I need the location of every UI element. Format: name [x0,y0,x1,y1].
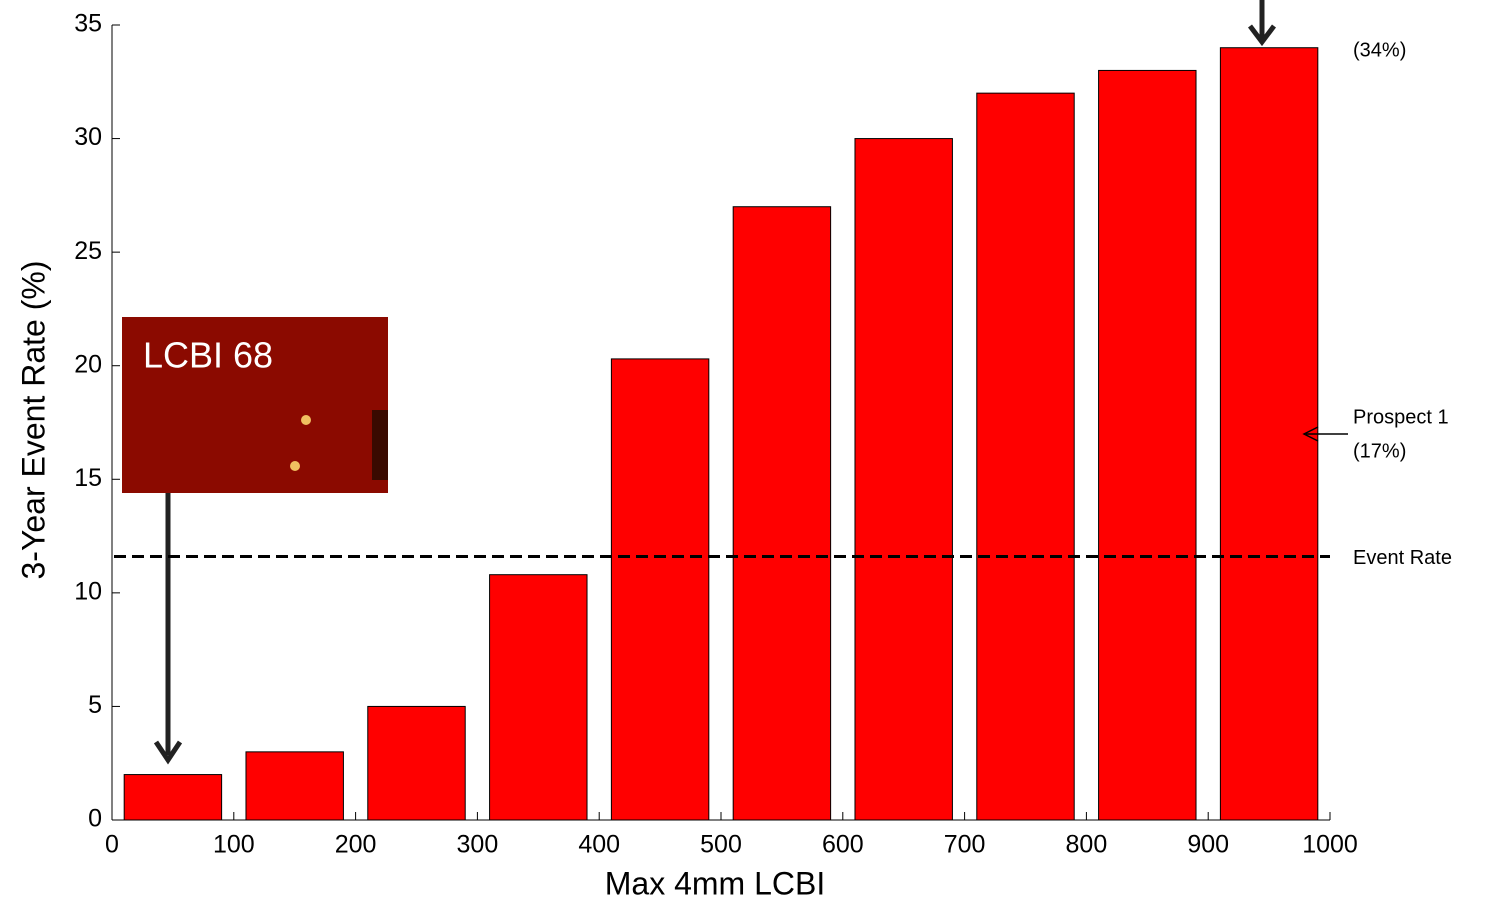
y-tick-label: 20 [74,350,102,378]
inset-label: LCBI 68 [143,335,273,376]
x-axis-label: Max 4mm LCBI [605,865,825,901]
y-tick-label: 5 [88,691,102,719]
chart: LCBI 68 Max 4mm LCBI 3-Year Event Rate (… [0,0,1489,908]
bar [124,775,221,820]
inset-image-detail [290,461,300,471]
y-tick-label: 30 [74,123,102,151]
bar [368,706,465,820]
x-tick-label: 400 [578,831,620,859]
bar [977,93,1074,820]
x-tick-label: 0 [105,831,119,859]
x-tick-label: 200 [335,831,377,859]
inset-image-detail [301,415,311,425]
inset-image-detail [372,410,388,480]
x-tick-label: 900 [1187,831,1229,859]
y-tick-label: 15 [74,464,102,492]
y-axis-label: 3-Year Event Rate (%) [15,261,51,580]
annotation: Prospect 1 [1353,406,1449,428]
y-tick-label: 25 [74,237,102,265]
annotation: (17%) [1353,440,1406,462]
x-tick-label: 1000 [1302,831,1358,859]
bar [855,139,952,820]
y-tick-label: 35 [74,10,102,38]
x-tick-label: 100 [213,831,255,859]
bar [611,359,708,820]
bar [733,207,830,820]
bar [1099,70,1196,820]
bar [490,575,587,820]
x-tick-label: 300 [457,831,499,859]
x-tick-label: 600 [822,831,864,859]
reference-label: Event Rate [1353,547,1452,569]
y-tick-label: 10 [74,577,102,605]
x-tick-label: 800 [1066,831,1108,859]
x-tick-label: 500 [700,831,742,859]
x-tick-label: 700 [944,831,986,859]
bar [246,752,343,820]
annotation: (34%) [1353,39,1406,61]
y-tick-label: 0 [88,805,102,833]
